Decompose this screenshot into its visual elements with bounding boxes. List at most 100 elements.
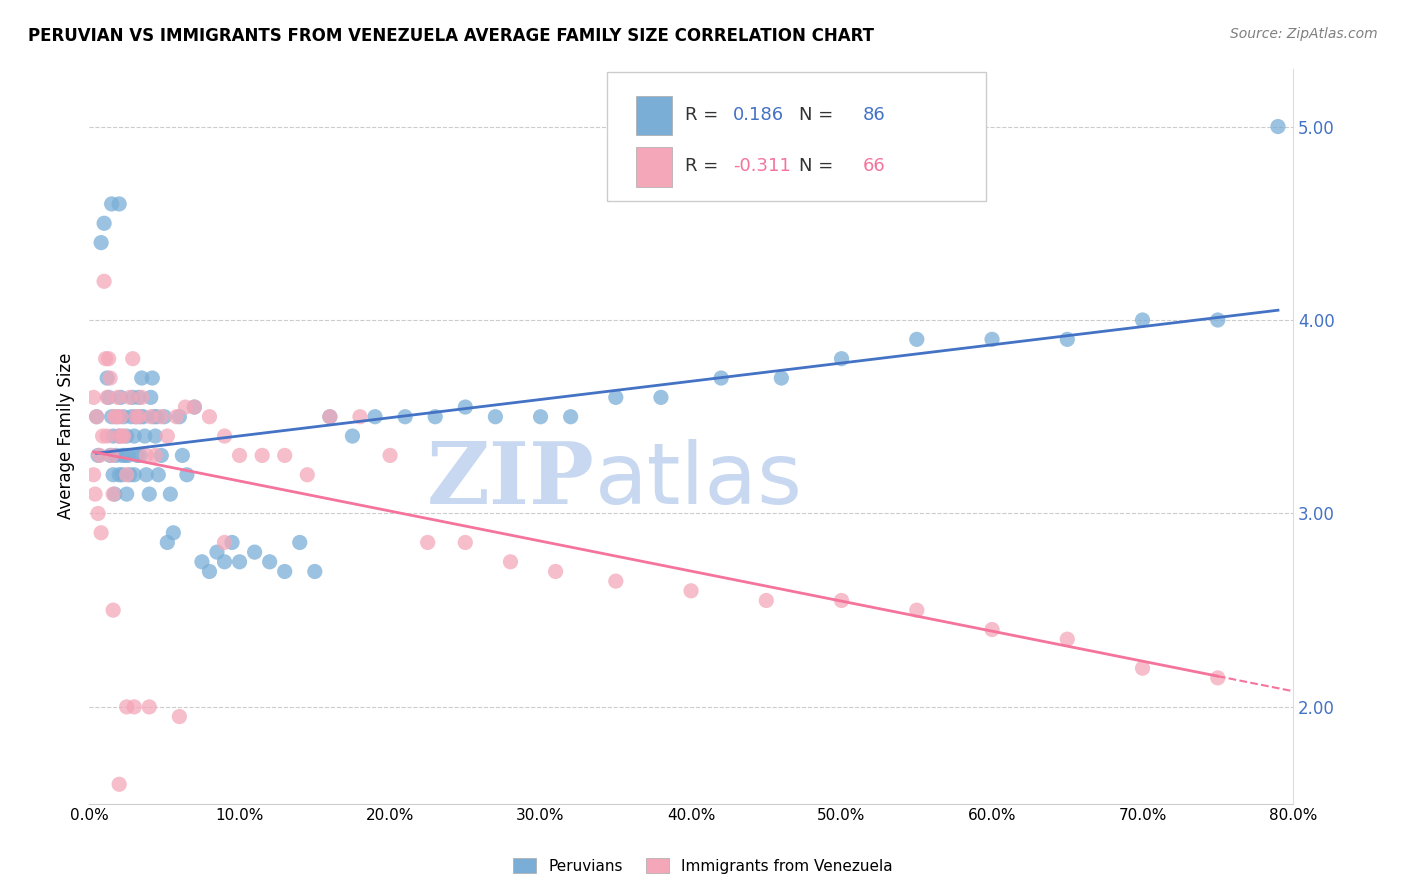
Point <box>205 545 228 559</box>
Point <box>111 429 134 443</box>
Point <box>128 390 150 404</box>
Point <box>121 390 143 404</box>
FancyBboxPatch shape <box>636 95 672 136</box>
Point <box>342 429 364 443</box>
Point <box>364 409 387 424</box>
Point <box>112 429 135 443</box>
Point <box>104 487 127 501</box>
Point <box>146 409 169 424</box>
Point <box>454 535 477 549</box>
Point <box>165 409 187 424</box>
Point <box>105 409 128 424</box>
Point <box>176 467 198 482</box>
Point <box>91 429 114 443</box>
Point <box>905 603 928 617</box>
Point <box>110 409 132 424</box>
Point <box>115 699 138 714</box>
Point <box>228 555 250 569</box>
Point <box>111 449 134 463</box>
Point <box>679 583 702 598</box>
Point <box>89 449 111 463</box>
Point <box>831 351 853 366</box>
Point <box>259 555 281 569</box>
Text: Source: ZipAtlas.com: Source: ZipAtlas.com <box>1230 27 1378 41</box>
Point <box>135 467 157 482</box>
Point <box>770 371 793 385</box>
Point <box>142 409 165 424</box>
Point <box>169 709 191 723</box>
Point <box>122 699 145 714</box>
Point <box>104 409 127 424</box>
Point <box>1267 120 1289 134</box>
Point <box>128 409 150 424</box>
Point <box>96 371 118 385</box>
FancyBboxPatch shape <box>607 72 986 201</box>
Point <box>319 409 342 424</box>
Point <box>115 429 138 443</box>
Point <box>97 351 120 366</box>
Point <box>127 449 149 463</box>
Point <box>394 409 416 424</box>
Point <box>94 351 117 366</box>
Point <box>499 555 522 569</box>
Point <box>214 555 236 569</box>
Point <box>560 409 582 424</box>
Point <box>115 467 138 482</box>
Point <box>101 429 124 443</box>
Point <box>1206 313 1229 327</box>
Point <box>905 332 928 346</box>
Point <box>111 467 134 482</box>
Point <box>1206 671 1229 685</box>
Point <box>273 565 295 579</box>
Point <box>150 409 173 424</box>
Point <box>100 197 122 211</box>
Point <box>93 216 115 230</box>
Point <box>108 467 131 482</box>
Point <box>97 390 120 404</box>
Point <box>90 235 112 250</box>
Point <box>108 429 131 443</box>
Text: 0.186: 0.186 <box>733 106 785 124</box>
Point <box>108 429 131 443</box>
Text: 86: 86 <box>863 106 886 124</box>
Point <box>831 593 853 607</box>
Point <box>198 565 221 579</box>
Text: -0.311: -0.311 <box>733 157 792 176</box>
Point <box>129 409 152 424</box>
Point <box>650 390 672 404</box>
Point <box>174 400 197 414</box>
Point <box>87 507 110 521</box>
Point <box>153 409 176 424</box>
Point <box>981 332 1004 346</box>
Point <box>112 409 135 424</box>
Point <box>122 429 145 443</box>
Point <box>273 449 295 463</box>
Point <box>114 449 136 463</box>
Point <box>135 449 157 463</box>
Point <box>121 351 143 366</box>
Point <box>132 409 155 424</box>
Text: 66: 66 <box>863 157 886 176</box>
Point <box>183 400 205 414</box>
Point <box>156 429 179 443</box>
Point <box>710 371 733 385</box>
Point <box>90 525 112 540</box>
Text: PERUVIAN VS IMMIGRANTS FROM VENEZUELA AVERAGE FAMILY SIZE CORRELATION CHART: PERUVIAN VS IMMIGRANTS FROM VENEZUELA AV… <box>28 27 875 45</box>
Point <box>125 409 148 424</box>
Point <box>122 467 145 482</box>
Point <box>107 390 129 404</box>
Point <box>250 449 273 463</box>
Point <box>605 574 627 589</box>
Point <box>86 409 108 424</box>
Point <box>143 449 166 463</box>
Point <box>484 409 506 424</box>
Point <box>131 390 153 404</box>
Point <box>378 449 401 463</box>
Point <box>162 525 184 540</box>
Point <box>96 429 118 443</box>
Point <box>143 429 166 443</box>
Point <box>148 467 170 482</box>
Point <box>131 371 153 385</box>
Point <box>138 487 160 501</box>
Point <box>1056 332 1078 346</box>
